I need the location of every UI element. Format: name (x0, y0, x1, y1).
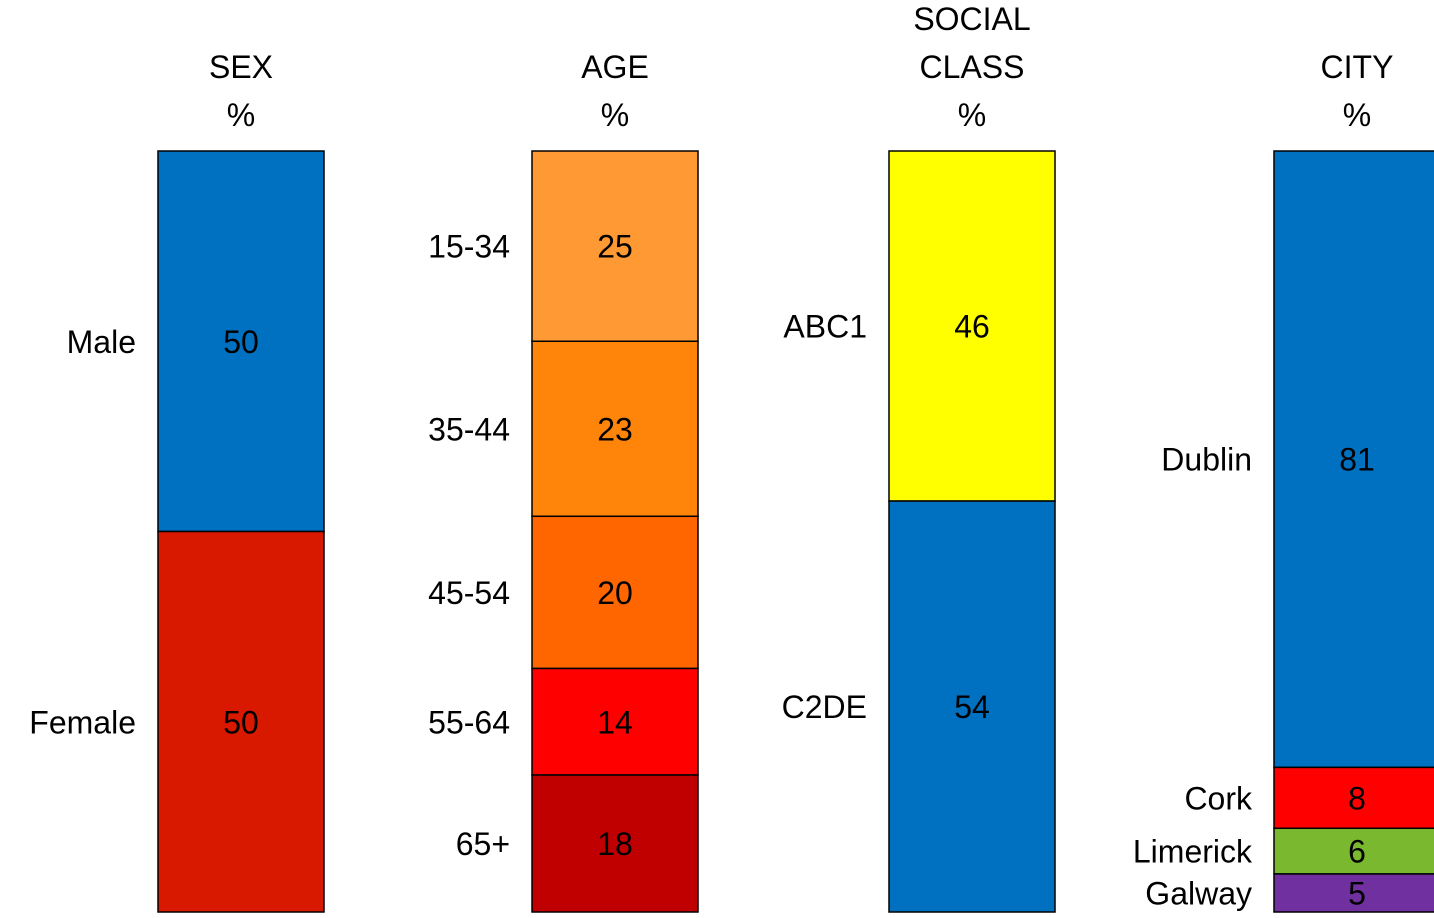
bar-segment (531, 667, 699, 776)
bar-segment (157, 530, 325, 913)
category-label: ABC1 (783, 309, 867, 345)
data-label: 18 (597, 826, 633, 862)
bar-segment (531, 340, 699, 518)
data-label: 23 (597, 411, 633, 447)
category-label: 15-34 (428, 229, 510, 265)
data-label: 6 (1348, 834, 1366, 870)
bar-segment (531, 774, 699, 913)
data-label: 46 (954, 309, 990, 345)
bar-segment (1273, 827, 1434, 875)
bar-segment (1273, 873, 1434, 913)
chart-title-line: SOCIAL (913, 1, 1030, 37)
data-label: 50 (223, 704, 259, 740)
category-label: Cork (1184, 780, 1253, 816)
category-label: Dublin (1161, 442, 1252, 478)
data-label: 8 (1348, 780, 1366, 816)
chart-title-line: CITY (1321, 49, 1394, 85)
chart-group-0: SEX% 50 50 Male Female (29, 49, 325, 913)
category-label: 55-64 (428, 704, 510, 740)
category-label: Galway (1145, 876, 1252, 912)
bar-segment (531, 515, 699, 670)
category-label: 45-54 (428, 575, 510, 611)
category-label: Limerick (1133, 834, 1253, 870)
category-label: Male (67, 324, 136, 360)
data-label: 81 (1339, 442, 1375, 478)
chart-title-line: % (601, 97, 629, 133)
category-label: C2DE (782, 689, 867, 725)
chart-group-2: SOCIAL CLASS% 46 54 ABC1 C2DE (782, 1, 1056, 913)
chart-group-3: CITY% 81 8 6 5 Dublin Cork Limerick Galway (1133, 49, 1434, 913)
data-label: 5 (1348, 875, 1366, 911)
category-label: Female (29, 704, 136, 740)
bar-segment (157, 150, 325, 533)
data-label: 14 (597, 704, 633, 740)
chart-title-line: % (1343, 97, 1371, 133)
chart-title-line: AGE (581, 49, 649, 85)
chart-title-line: CLASS (920, 49, 1025, 85)
bar-segment (1273, 150, 1434, 769)
data-label: 50 (223, 324, 259, 360)
category-label: 65+ (456, 826, 510, 862)
chart-title-line: % (227, 97, 255, 133)
chart-group-1: AGE% 25 23 20 14 18 15-34 35-44 45-54 55-64 65+ (428, 49, 699, 913)
data-label: 20 (597, 575, 633, 611)
bar-segment (888, 500, 1056, 913)
bar-segment (888, 150, 1056, 502)
category-label: 35-44 (428, 411, 510, 447)
data-label: 25 (597, 229, 633, 265)
chart-title-line: % (958, 97, 986, 133)
data-label: 54 (954, 689, 990, 725)
chart-title-line: SEX (209, 49, 273, 85)
bar-segment (531, 150, 699, 342)
